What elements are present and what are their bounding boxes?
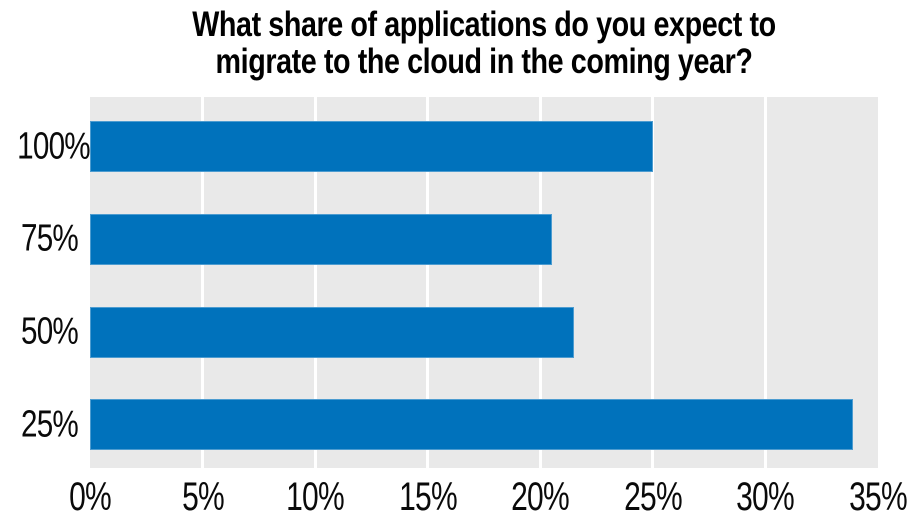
- x-tick-label-0%: 0%: [69, 475, 112, 519]
- chart-title: What share of applications do you expect…: [90, 6, 878, 80]
- x-tick-label-5%: 5%: [181, 475, 225, 519]
- x-tick-label-20%: 20%: [511, 475, 570, 519]
- chart-title-line-1: What share of applications do you expect…: [192, 5, 776, 44]
- bar-75%: [90, 213, 552, 265]
- x-tick-label-35%: 35%: [849, 475, 908, 519]
- y-tick-label-25%: 25%: [21, 403, 79, 446]
- plot-area: [90, 97, 878, 468]
- gridline-15%: [426, 97, 430, 468]
- x-tick-label-15%: 15%: [398, 475, 458, 519]
- gridline-20%: [538, 97, 542, 468]
- x-tick-label-10%: 10%: [286, 475, 345, 519]
- y-tick-label-75%: 75%: [21, 217, 79, 260]
- bar-50%: [90, 306, 575, 358]
- gridline-5%: [201, 97, 205, 468]
- gridline-10%: [313, 97, 317, 468]
- bar-100%: [90, 121, 653, 172]
- bar-25%: [90, 399, 854, 451]
- gridline-25%: [651, 97, 655, 468]
- y-tick-label-50%: 50%: [21, 310, 79, 353]
- gridline-30%: [763, 97, 767, 468]
- x-tick-label-25%: 25%: [623, 475, 683, 519]
- chart-title-line-2: migrate to the cloud in the coming year?: [215, 42, 753, 81]
- x-tick-label-30%: 30%: [736, 475, 796, 519]
- y-tick-label-100%: 100%: [17, 125, 90, 167]
